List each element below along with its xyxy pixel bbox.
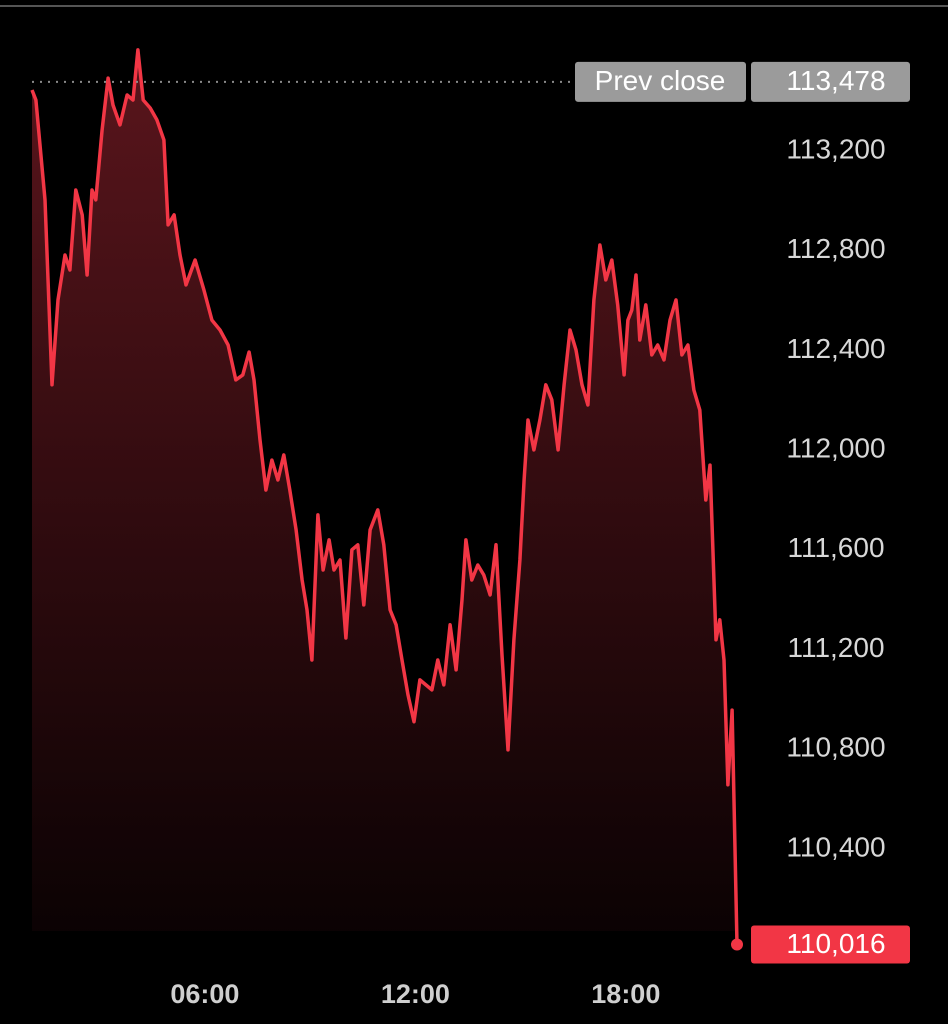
last-point <box>731 938 743 951</box>
y-tick-label: 111,200 <box>787 632 884 663</box>
y-tick-label: 113,200 <box>786 133 885 164</box>
x-tick-label: 06:00 <box>170 979 239 1009</box>
last-price-tag <box>751 925 910 964</box>
x-tick-label: 12:00 <box>381 979 450 1009</box>
prev-close-value: 113,478 <box>786 65 885 96</box>
last-price-value: 110,016 <box>786 928 885 959</box>
y-tick-label: 112,800 <box>786 233 885 264</box>
area-fill <box>32 49 737 945</box>
prev-close-value-tag <box>751 61 910 102</box>
y-tick-label: 112,000 <box>786 433 885 464</box>
x-tick-label: 18:00 <box>591 979 660 1009</box>
y-tick-label: 110,400 <box>786 831 885 862</box>
y-tick-label: 112,400 <box>786 333 885 364</box>
y-tick-label: 111,600 <box>787 532 884 563</box>
y-tick-label: 110,800 <box>786 732 885 763</box>
price-line <box>30 48 739 945</box>
prev-close-tag <box>575 61 746 102</box>
prev-close-text: Prev close <box>595 65 726 96</box>
